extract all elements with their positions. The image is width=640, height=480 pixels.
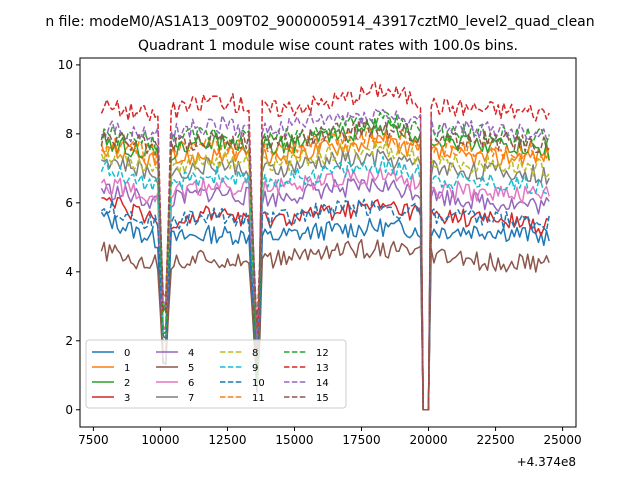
figure-suptitle: n file: modeM0/AS1A13_009T02_9000005914_… xyxy=(45,14,594,30)
y-tick-label: 10 xyxy=(58,58,73,72)
legend-label-3: 3 xyxy=(124,393,130,404)
x-tick-label: 15000 xyxy=(275,433,313,447)
x-tick-label: 20000 xyxy=(409,433,447,447)
y-tick-label: 6 xyxy=(65,196,73,210)
x-axis: 7500 10000 12500 15000 17500 20000 22500 25000 xyxy=(78,427,582,447)
series-line-6 xyxy=(100,166,550,411)
series-line-9 xyxy=(100,155,550,411)
series-line-13 xyxy=(100,81,550,411)
x-tick-label: 25000 xyxy=(544,433,582,447)
legend-label-12: 12 xyxy=(316,348,329,359)
y-tick-label: 2 xyxy=(65,334,73,348)
x-tick-label: 22500 xyxy=(476,433,514,447)
x-offset-label: +4.374e8 xyxy=(517,455,576,469)
x-tick-label: 12500 xyxy=(208,433,246,447)
y-tick-label: 4 xyxy=(65,265,73,279)
series-line-5 xyxy=(100,238,550,411)
legend-label-5: 5 xyxy=(188,363,194,374)
legend-label-9: 9 xyxy=(252,363,258,374)
x-tick-label: 7500 xyxy=(78,433,109,447)
legend-label-11: 11 xyxy=(252,393,265,404)
legend-label-1: 1 xyxy=(124,363,130,374)
legend-label-0: 0 xyxy=(124,348,130,359)
y-tick-label: 8 xyxy=(65,127,73,141)
y-axis: 0 2 4 6 8 10 xyxy=(58,58,80,417)
legend-label-10: 10 xyxy=(252,378,265,389)
series-line-3 xyxy=(101,196,550,411)
series-line-8 xyxy=(100,140,550,411)
x-tick-label: 10000 xyxy=(141,433,179,447)
axes-frame xyxy=(79,57,577,428)
legend-box xyxy=(85,339,347,409)
series-line-10 xyxy=(100,198,550,411)
legend-label-8: 8 xyxy=(252,348,258,359)
legend-label-4: 4 xyxy=(188,348,194,359)
legend-label-7: 7 xyxy=(188,393,194,404)
plot-lines xyxy=(100,81,550,411)
legend-label-13: 13 xyxy=(316,363,329,374)
y-tick-label: 0 xyxy=(65,403,73,417)
series-line-14 xyxy=(101,108,550,411)
legend-label-2: 2 xyxy=(124,378,130,389)
legend-label-14: 14 xyxy=(316,378,329,389)
chart-title: Quadrant 1 module wise count rates with … xyxy=(138,38,518,54)
series-line-11 xyxy=(100,127,550,411)
legend-label-6: 6 xyxy=(188,378,194,389)
series-line-0 xyxy=(100,210,550,411)
series-line-7 xyxy=(101,148,550,411)
x-tick-label: 17500 xyxy=(342,433,380,447)
series-line-12 xyxy=(100,111,550,411)
series-line-15 xyxy=(100,119,550,411)
legend-label-15: 15 xyxy=(316,393,329,404)
